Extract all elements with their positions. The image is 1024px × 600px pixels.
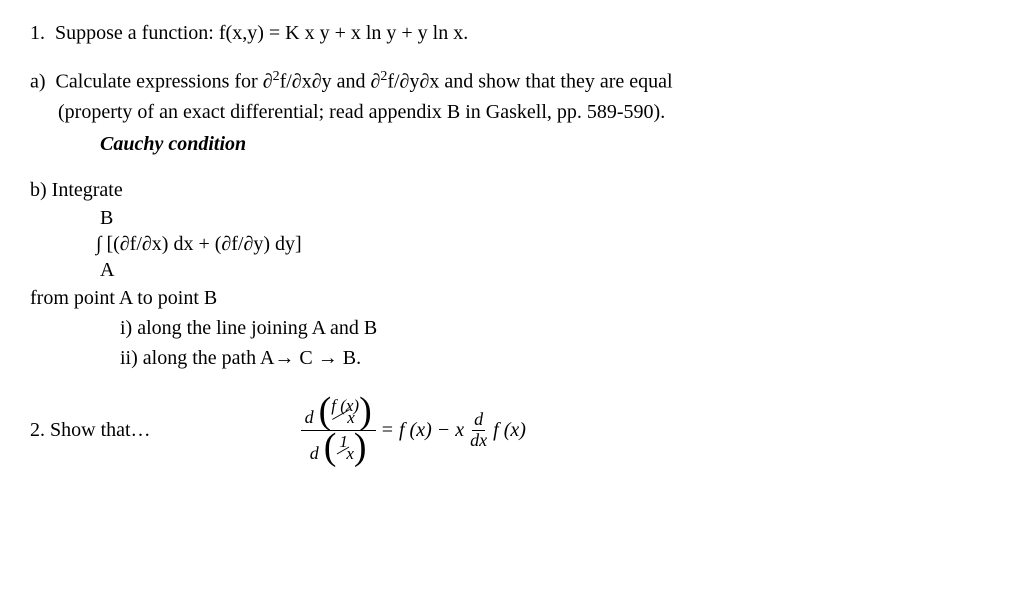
rparen1: ) xyxy=(359,398,372,425)
part-a: a) Calculate expressions for ∂2f/∂x∂y an… xyxy=(30,66,994,159)
sup-2a: 2 xyxy=(273,69,280,84)
den-inner-frac: 1 x xyxy=(336,433,354,462)
integral-block: B ∫ [(∂f/∂x) dx + (∂f/∂y) dy] A xyxy=(30,205,994,283)
lhs-denominator: d ( 1 x ) xyxy=(306,431,371,464)
sub-ii: ii) along the path A→ C → B. xyxy=(30,343,994,373)
num-d: d xyxy=(305,407,314,427)
part-a-text2: f/∂x∂y and ∂ xyxy=(280,71,381,93)
equation-block: d ( f (x) x ) d ( 1 xyxy=(301,397,526,464)
part-b: b) Integrate B ∫ [(∂f/∂x) dx + (∂f/∂y) d… xyxy=(30,175,994,373)
limit-bot: A xyxy=(100,257,994,283)
sub-i: i) along the line joining A and B xyxy=(30,313,994,343)
rhs-2: f (x) xyxy=(493,415,526,445)
lparen2: ( xyxy=(324,434,337,461)
rparen2: ) xyxy=(354,434,367,461)
lhs-fraction: d ( f (x) x ) d ( 1 xyxy=(301,397,376,464)
limit-top: B xyxy=(100,205,994,231)
lparen1: ( xyxy=(319,398,332,425)
part-a-label: a) xyxy=(30,71,46,93)
problem1-number: 1. xyxy=(30,22,45,44)
num-inner-frac: f (x) x xyxy=(331,397,359,426)
part-a-text1: Calculate expressions for ∂ xyxy=(56,71,273,93)
cauchy-condition: Cauchy condition xyxy=(30,129,994,159)
problem-1: 1. Suppose a function: f(x,y) = K x y + … xyxy=(30,18,994,373)
den-paren: ( 1 x ) xyxy=(324,433,367,462)
num-paren: ( f (x) x ) xyxy=(319,397,372,426)
part-a-line2: (property of an exact differential; read… xyxy=(30,97,994,127)
rhs-1: f (x) − x xyxy=(399,415,464,445)
part-b-label: b) Integrate xyxy=(30,175,994,205)
part-a-text3: f/∂y∂x and show that they are equal xyxy=(387,71,672,93)
problem1-intro: Suppose a function: f(x,y) = K x y + x l… xyxy=(55,22,468,44)
problem2-label: 2. Show that… xyxy=(30,415,151,445)
problem1-header: 1. Suppose a function: f(x,y) = K x y + … xyxy=(30,18,994,48)
rhs-d-top: d xyxy=(472,410,485,431)
from-to: from point A to point B xyxy=(30,283,994,313)
rhs-dfrac: d dx xyxy=(468,410,489,451)
problem-2: 2. Show that… d ( f (x) x ) d ( xyxy=(30,397,994,464)
integral-expr: ∫ [(∂f/∂x) dx + (∂f/∂y) dy] xyxy=(96,231,994,257)
rhs-d-bot: dx xyxy=(468,431,489,451)
equals: = xyxy=(382,415,393,445)
den-d: d xyxy=(310,443,319,463)
